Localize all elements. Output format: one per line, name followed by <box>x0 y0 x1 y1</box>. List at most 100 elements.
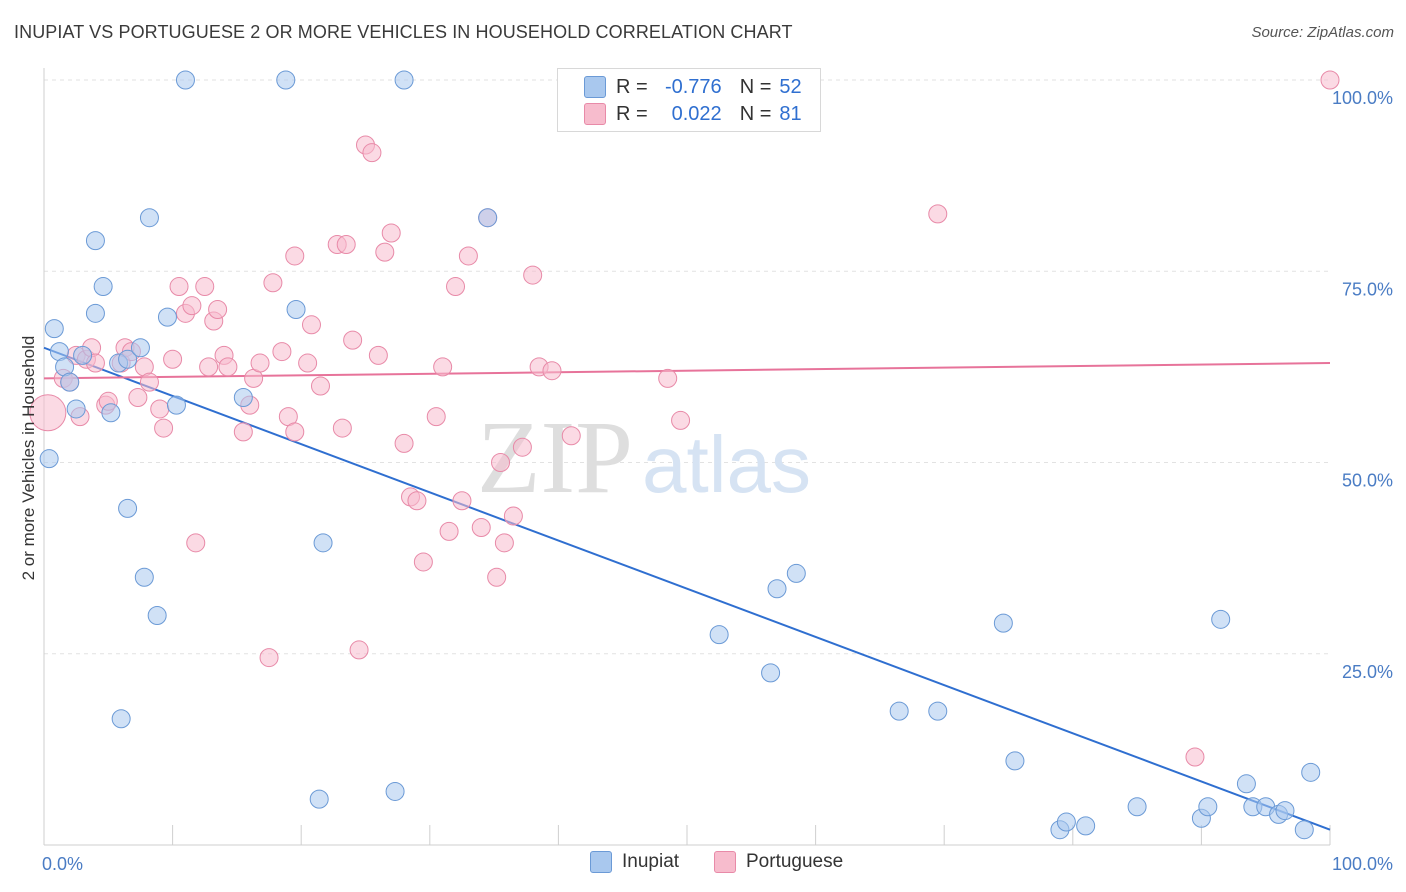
data-point-inupiat <box>60 372 80 392</box>
data-point-inupiat <box>44 319 64 339</box>
data-point-inupiat <box>1301 762 1321 782</box>
data-point-portuguese <box>368 345 388 365</box>
data-point-portuguese <box>523 265 543 285</box>
data-point-inupiat <box>134 567 154 587</box>
bottom-legend-swatch-portuguese <box>714 851 736 873</box>
data-point-portuguese <box>29 394 67 432</box>
x-tick-label: 100.0% <box>1332 854 1393 874</box>
data-point-inupiat <box>385 781 405 801</box>
legend-r-label: R = <box>616 75 648 98</box>
legend-row-portuguese: R = 0.022 N = 81 <box>584 101 802 127</box>
data-point-inupiat <box>1005 751 1025 771</box>
data-point-portuguese <box>186 533 206 553</box>
data-point-portuguese <box>362 143 382 163</box>
data-point-portuguese <box>285 422 305 442</box>
data-point-portuguese <box>349 640 369 660</box>
data-point-portuguese <box>512 437 532 457</box>
legend-swatch-inupiat <box>584 76 606 98</box>
data-point-portuguese <box>1185 747 1205 767</box>
data-point-portuguese <box>199 357 219 377</box>
data-point-portuguese <box>250 353 270 373</box>
data-point-inupiat <box>157 307 177 327</box>
bottom-legend-inupiat: Inupiat <box>590 851 679 873</box>
data-point-portuguese <box>259 648 279 668</box>
bottom-legend-label-inupiat: Inupiat <box>622 851 680 872</box>
data-point-portuguese <box>169 277 189 297</box>
data-point-portuguese <box>1320 70 1340 90</box>
data-point-portuguese <box>671 410 691 430</box>
legend-n-label: N = <box>739 102 772 125</box>
data-point-portuguese <box>218 357 238 377</box>
data-point-inupiat <box>761 663 781 683</box>
data-point-portuguese <box>446 277 466 297</box>
legend-n-value-portuguese: 81 <box>779 102 802 125</box>
data-point-inupiat <box>118 498 138 518</box>
data-point-portuguese <box>458 246 478 266</box>
data-point-inupiat <box>66 399 86 419</box>
data-point-inupiat <box>709 625 729 645</box>
data-point-portuguese <box>128 387 148 407</box>
data-point-portuguese <box>301 315 321 335</box>
data-point-inupiat <box>73 345 93 365</box>
data-point-portuguese <box>487 567 507 587</box>
data-point-inupiat <box>394 70 414 90</box>
bottom-legend-portuguese: Portuguese <box>714 851 843 873</box>
data-point-inupiat <box>1198 797 1218 817</box>
data-point-portuguese <box>150 399 170 419</box>
legend: R = -0.776 N = 52 R = 0.022 N = 81 <box>557 68 821 132</box>
data-point-portuguese <box>332 418 352 438</box>
data-point-portuguese <box>439 521 459 541</box>
legend-n-value-inupiat: 52 <box>779 75 802 98</box>
data-point-inupiat <box>111 709 131 729</box>
data-point-portuguese <box>163 349 183 369</box>
y-tick-label: 25.0% <box>1342 662 1393 682</box>
bottom-legend-label-portuguese: Portuguese <box>746 851 844 872</box>
data-point-portuguese <box>503 506 523 526</box>
data-point-inupiat <box>85 303 105 323</box>
data-point-portuguese <box>658 368 678 388</box>
data-point-inupiat <box>889 701 909 721</box>
bottom-legend-swatch-inupiat <box>590 851 612 873</box>
data-point-inupiat <box>767 579 787 599</box>
legend-swatch-portuguese <box>584 103 606 125</box>
data-point-inupiat <box>1211 609 1231 629</box>
data-point-inupiat <box>166 395 186 415</box>
data-point-portuguese <box>182 296 202 316</box>
trend-line-inupiat <box>43 346 1331 831</box>
data-point-inupiat <box>286 300 306 319</box>
y-axis-label: 2 or more Vehicles in Household <box>19 336 38 581</box>
data-point-inupiat <box>928 701 948 721</box>
data-point-portuguese <box>139 372 159 392</box>
data-point-portuguese <box>272 342 292 362</box>
data-point-portuguese <box>413 552 433 572</box>
data-point-inupiat <box>276 70 296 90</box>
data-point-portuguese <box>336 234 356 254</box>
chart-source: Source: ZipAtlas.com <box>1251 24 1394 41</box>
data-point-portuguese <box>208 300 228 319</box>
data-point-portuguese <box>285 246 305 266</box>
data-point-inupiat <box>85 231 105 251</box>
legend-r-value-portuguese: 0.022 <box>671 102 722 125</box>
bottom-legend: Inupiat Portuguese <box>0 851 1406 877</box>
data-point-inupiat <box>309 789 329 809</box>
legend-r-label: R = <box>616 102 648 125</box>
data-point-inupiat <box>93 277 113 297</box>
data-point-inupiat <box>1294 820 1314 840</box>
x-tick-label: 0.0% <box>42 854 83 874</box>
data-point-portuguese <box>471 518 491 538</box>
data-point-inupiat <box>1056 812 1076 832</box>
chart-title: INUPIAT VS PORTUGUESE 2 OR MORE VEHICLES… <box>14 22 793 42</box>
y-tick-label: 75.0% <box>1342 279 1393 299</box>
legend-row-inupiat: R = -0.776 N = 52 <box>584 74 802 100</box>
data-point-inupiat <box>147 606 167 625</box>
data-point-portuguese <box>381 223 401 243</box>
data-point-inupiat <box>478 208 498 228</box>
data-point-inupiat <box>233 387 253 407</box>
data-point-portuguese <box>452 491 472 511</box>
data-point-portuguese <box>298 353 318 373</box>
data-point-inupiat <box>130 338 150 358</box>
data-point-portuguese <box>263 273 283 293</box>
legend-r-value-inupiat: -0.776 <box>664 75 722 98</box>
data-point-inupiat <box>313 533 333 553</box>
